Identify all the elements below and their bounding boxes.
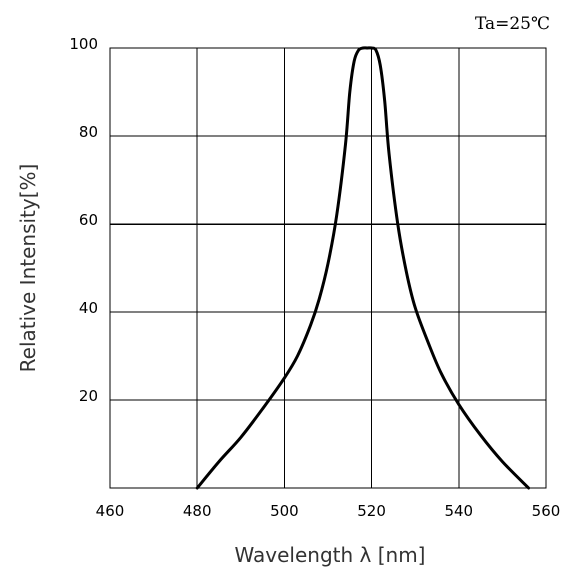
x-tick-labels: 460 480 500 520 540 560 <box>96 502 561 520</box>
temperature-annotation: Ta=25℃ <box>475 14 550 34</box>
y-tick-label: 60 <box>79 211 98 229</box>
x-tick-label: 540 <box>444 502 473 520</box>
x-tick-label: 460 <box>96 502 125 520</box>
y-tick-label: 80 <box>79 123 98 141</box>
intensity-curve <box>195 46 531 490</box>
x-axis-label: Wavelength λ [nm] <box>235 543 426 567</box>
y-tick-label: 40 <box>79 299 98 317</box>
y-tick-labels: 20 40 60 80 100 <box>69 35 98 405</box>
y-tick-label: 100 <box>69 35 98 53</box>
x-tick-label: 560 <box>532 502 561 520</box>
grid-lines <box>110 48 546 488</box>
x-tick-label: 500 <box>270 502 299 520</box>
plot-frame <box>109 47 547 489</box>
y-axis-label: Relative Intensity[%] <box>16 164 40 373</box>
x-tick-label: 520 <box>357 502 386 520</box>
y-tick-label: 20 <box>79 387 98 405</box>
x-tick-label: 480 <box>183 502 212 520</box>
